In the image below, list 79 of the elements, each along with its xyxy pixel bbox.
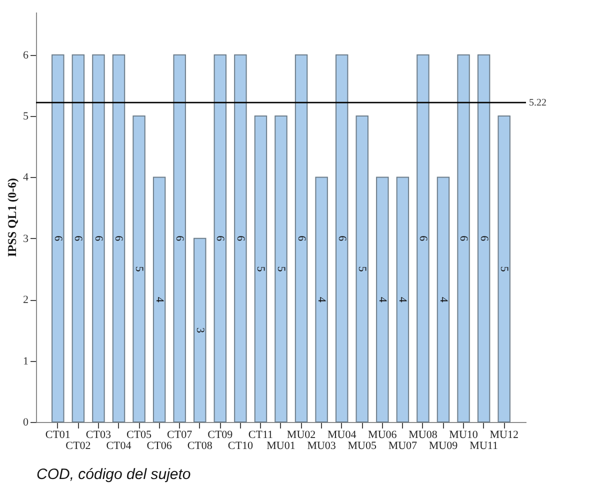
bar (132, 116, 146, 422)
x-tick-label: MU01 (266, 440, 296, 452)
x-tick-label: CT05 (126, 429, 152, 441)
x-tick-label: MU12 (490, 429, 518, 441)
x-tick-label: MU09 (428, 440, 458, 452)
data-label: 6 (52, 236, 64, 242)
data-label: 4 (437, 296, 450, 303)
y-tick-label: 6 (23, 49, 29, 62)
data-label: 5 (133, 266, 146, 272)
y-tick-label: 5 (23, 110, 29, 123)
x-tick-label: MU06 (368, 429, 398, 441)
bar (274, 116, 288, 422)
x-tick-label: CT04 (106, 440, 132, 452)
bar (294, 54, 308, 422)
data-label: 6 (336, 236, 348, 242)
data-label: 6 (416, 236, 429, 242)
bar (436, 176, 450, 422)
data-label: 6 (92, 236, 104, 242)
data-label: 6 (174, 236, 186, 242)
x-tick-label: CT03 (86, 429, 112, 441)
bar (315, 176, 328, 422)
y-tick-label: 3 (23, 232, 29, 245)
ref-line-label: 5.22 (529, 98, 546, 109)
bar (498, 116, 510, 422)
x-tick-label: MU07 (388, 440, 418, 452)
data-label: 5 (356, 266, 368, 272)
data-label: 4 (396, 296, 409, 303)
y-tick-label: 1 (23, 355, 28, 368)
bar (92, 54, 105, 422)
bar (376, 176, 389, 422)
data-label: 4 (153, 296, 166, 303)
bar (335, 54, 348, 422)
data-label: 6 (458, 236, 470, 242)
data-label: 4 (316, 296, 328, 303)
x-tick-label: CT09 (208, 429, 234, 441)
data-label: 3 (194, 327, 206, 334)
bar (112, 54, 126, 422)
y-tick-label: 2 (23, 294, 28, 306)
x-tick-label: MU08 (408, 429, 438, 441)
y-tick-label: 0 (23, 416, 29, 428)
bar (396, 176, 410, 422)
bar (234, 54, 247, 422)
x-tick-label: MU11 (470, 440, 498, 452)
data-label: 5 (498, 266, 510, 272)
data-label: 6 (72, 236, 84, 242)
x-tick-label: CT10 (228, 440, 254, 452)
data-label: 6 (295, 236, 308, 242)
x-tick-label: MU10 (449, 429, 478, 441)
x-tick-label: CT06 (146, 440, 172, 452)
bar (457, 54, 470, 422)
x-tick-label: MU03 (307, 440, 336, 452)
bar (477, 54, 490, 422)
bar (416, 54, 430, 422)
x-tick-label: MU05 (348, 440, 377, 452)
x-tick-label: CT07 (167, 429, 193, 441)
bar (152, 176, 166, 422)
data-label: 6 (234, 236, 246, 242)
x-tick-label: MU04 (327, 429, 357, 441)
bar (194, 238, 206, 422)
x-tick-label: CT02 (66, 440, 91, 452)
bar (72, 54, 85, 422)
y-axis-title: IPSS QL1 (0-6) (5, 178, 19, 257)
bar (254, 116, 268, 422)
data-label: 5 (275, 266, 287, 272)
data-label: 4 (376, 296, 388, 303)
bar (173, 54, 186, 422)
data-label: 5 (254, 266, 267, 272)
bar (356, 116, 368, 422)
bar (214, 54, 227, 422)
y-tick-label: 4 (23, 172, 29, 184)
x-tick-label: CT01 (45, 429, 70, 441)
data-label: 6 (112, 236, 125, 242)
bar (52, 54, 64, 422)
data-label: 6 (478, 236, 490, 242)
x-axis-title: COD, código del sujeto (36, 466, 191, 483)
x-tick-label: MU02 (286, 429, 316, 441)
x-tick-label: CT11 (248, 429, 274, 441)
data-label: 6 (214, 236, 226, 242)
x-tick-label: CT08 (187, 440, 213, 452)
